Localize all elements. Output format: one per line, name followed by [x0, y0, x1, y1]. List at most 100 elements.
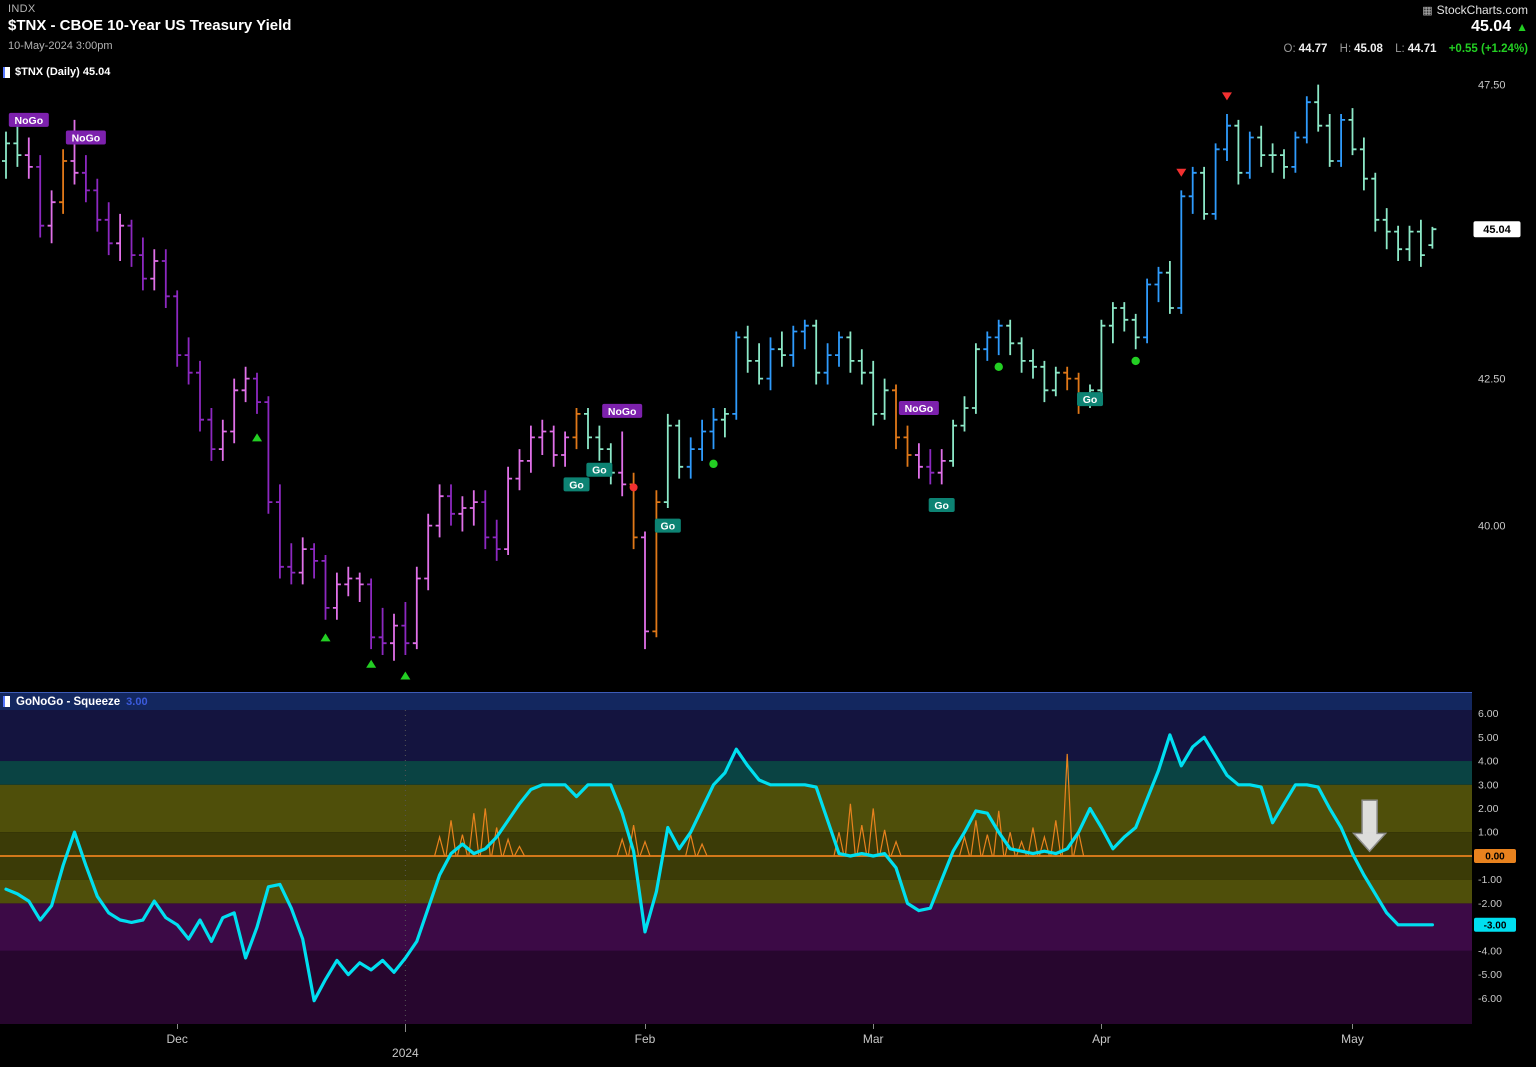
squeeze-pane-value: 3.00 [126, 695, 148, 708]
ohlc-bar [663, 413, 672, 508]
ohlc-bar [412, 566, 421, 650]
ohlc-bar [173, 290, 182, 367]
chart-datetime: 10-May-2024 3:00pm [8, 40, 113, 52]
squeeze-pane-title: GoNoGo - Squeeze [16, 695, 121, 708]
ohlc-bar [994, 319, 1003, 356]
last-price-value: 45.04 [1471, 18, 1512, 35]
go-trend-triangle-icon [320, 633, 331, 642]
ohlc-bar [857, 349, 866, 385]
ohlc-bar [789, 325, 798, 367]
ohlc-readout: O: 44.77 H: 45.08 L: 44.71 +0.55 (+1.24%) [1275, 43, 1528, 55]
ohlc-bar [1325, 114, 1334, 167]
x-axis-tick [404, 1024, 406, 1032]
squeeze-spike [993, 810, 1005, 857]
ohlc-bar [1006, 319, 1015, 356]
open-label: O: [1283, 43, 1296, 55]
squeeze-spike [844, 803, 857, 857]
squeeze-spike [890, 839, 902, 857]
y-axis-tick-label: 42.50 [1478, 374, 1506, 386]
squeeze-band [0, 784, 1472, 833]
last-price-badge [1473, 221, 1521, 238]
ohlc-bar [378, 607, 387, 655]
ohlc-bar [515, 449, 524, 491]
x-axis-tick [872, 1024, 874, 1029]
go-badge: Go [928, 498, 955, 513]
ohlc-bar [1063, 366, 1072, 391]
nogo-badge-label: NoGo [72, 133, 101, 145]
ohlc-bar [709, 408, 718, 450]
ohlc-bar [1223, 114, 1231, 161]
ohlc-bar [572, 408, 581, 450]
squeeze-spike [628, 825, 640, 857]
x-axis-tick [176, 1024, 178, 1029]
ohlc-bar [390, 613, 398, 661]
ohlc-bar [800, 319, 809, 350]
ohlc-bar [1108, 302, 1117, 344]
go-badge-bg [928, 498, 955, 513]
ohlc-bar [1405, 225, 1414, 261]
ohlc-bar [1097, 319, 1106, 397]
high-value: 45.08 [1354, 43, 1383, 55]
ohlc-bar [1051, 366, 1060, 397]
up-arrow-icon: ▲ [1516, 20, 1528, 34]
ohlc-bar [264, 396, 273, 514]
ohlc-bar [618, 431, 627, 497]
y-axis-tick-label: -1.00 [1478, 874, 1502, 886]
ohlc-bar [892, 384, 900, 450]
ohlc-bar [549, 425, 558, 467]
ohlc-bar [1371, 172, 1380, 232]
ohlc-bar [1302, 96, 1311, 144]
ohlc-bar [1017, 337, 1026, 373]
ohlc-bar [310, 543, 319, 579]
ohlc-bar [732, 331, 741, 420]
go-badge-bg [563, 477, 590, 492]
ohlc-bar [104, 202, 113, 256]
ohlc-bar [595, 425, 604, 461]
ohlc-bar [1291, 131, 1300, 173]
squeeze-spike [468, 813, 480, 857]
ohlc-bar [1131, 313, 1140, 350]
ohlc-bar [332, 572, 341, 620]
ohlc-bar [835, 331, 843, 367]
go-badge-bg [654, 518, 681, 533]
ohlc-bar [937, 449, 946, 485]
x-axis-tick [644, 1024, 646, 1029]
y-axis-tick-label: -2.00 [1478, 898, 1502, 910]
x-axis-label: Feb [634, 1032, 656, 1046]
go-badge: Go [654, 518, 681, 533]
y-axis-tick-label: 4.00 [1478, 756, 1499, 768]
ohlc-bar [275, 484, 284, 579]
ohlc-bar [116, 213, 125, 261]
ohlc-bar [481, 490, 490, 550]
ohlc-bar [47, 190, 56, 244]
ohlc-bar [401, 602, 410, 655]
squeeze-spike [970, 820, 982, 857]
squeeze-spike [616, 837, 628, 857]
squeeze-spike [1027, 827, 1039, 857]
ohlc-bar [1120, 302, 1129, 332]
go-badge: Go [563, 477, 590, 492]
page-title: $TNX - CBOE 10-Year US Treasury Yield [8, 17, 292, 34]
ohlc-bar [949, 419, 958, 467]
nogo-badge-bg [898, 400, 939, 415]
ohlc-bar [367, 578, 376, 650]
down-arrow-annotation [1351, 799, 1388, 853]
ohlc-bar [926, 449, 935, 485]
y-axis-tick-label: 1.00 [1478, 827, 1499, 839]
ohlc-bar [81, 155, 90, 203]
ohlc-bar [1428, 226, 1437, 249]
squeeze-band [0, 950, 1472, 1024]
squeeze-spike [958, 834, 971, 857]
ohlc-bar [983, 331, 992, 361]
squeeze-spike [491, 827, 503, 857]
x-axis: Dec 2024 Feb Mar Apr May [0, 1024, 1536, 1067]
squeeze-spike [879, 829, 891, 857]
ohlc-bar [218, 419, 227, 461]
ohlc-bar [447, 484, 455, 526]
ohlc-bar [1234, 119, 1243, 185]
nogo-badge-bg [65, 130, 106, 145]
go-badge-label: Go [569, 479, 584, 491]
squeeze-band [0, 903, 1472, 951]
squeeze-spike [513, 845, 526, 857]
ohlc-bar [1165, 261, 1174, 314]
